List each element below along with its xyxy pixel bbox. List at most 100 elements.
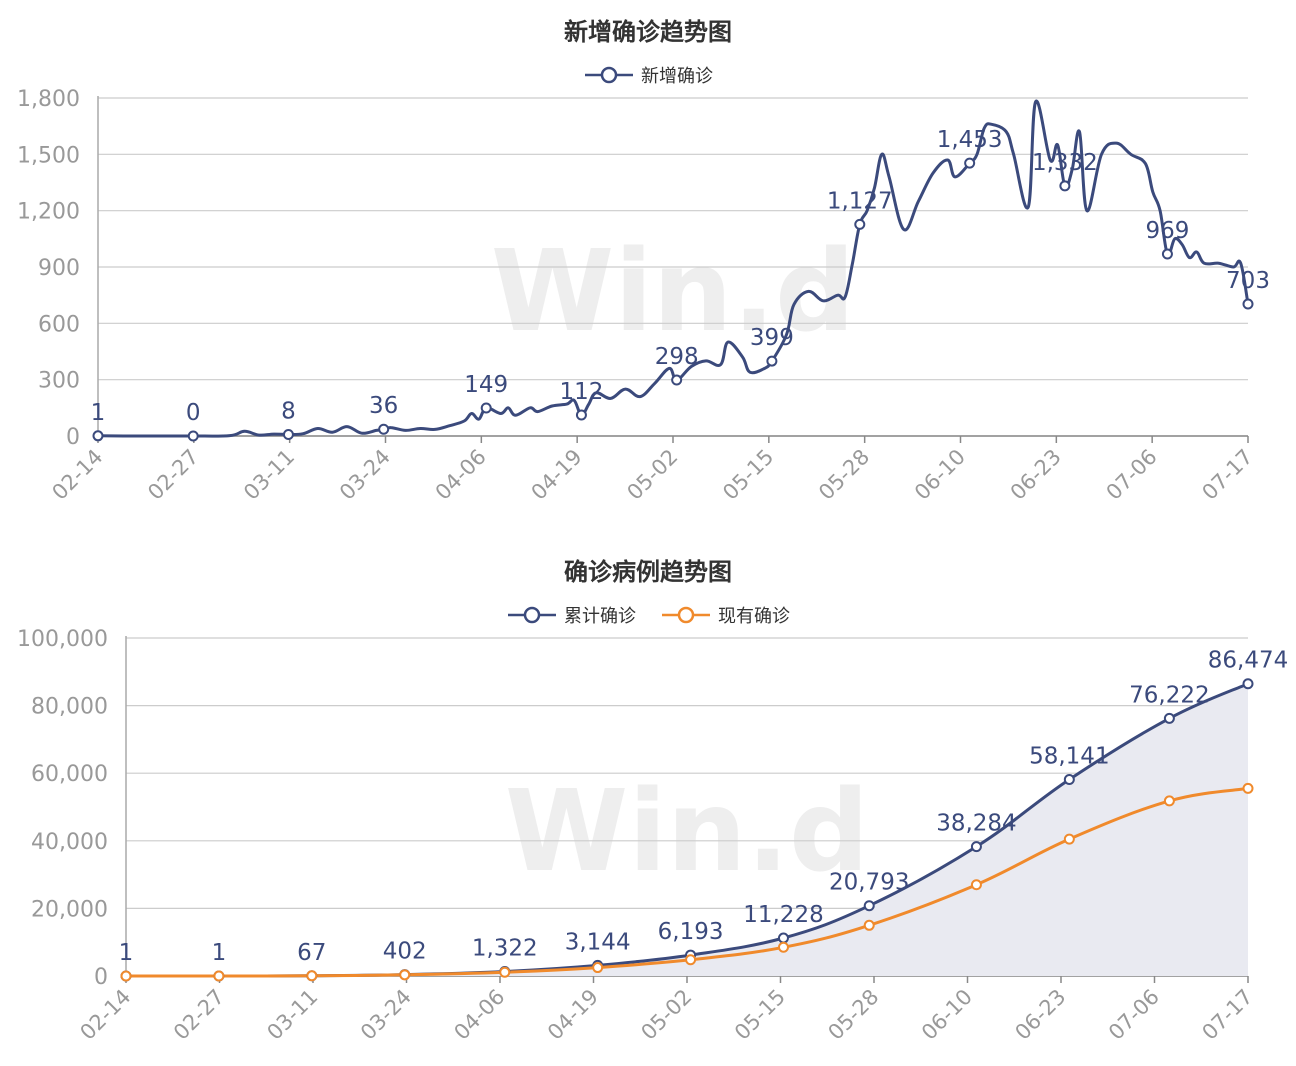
y-tick-label: 100,000 (17, 627, 108, 652)
data-label: 1,322 (472, 936, 538, 962)
data-point (685, 954, 697, 966)
x-tick-label: 06-10 (917, 985, 977, 1045)
data-point (863, 919, 875, 931)
x-tick-label: 06-23 (1006, 445, 1066, 505)
data-label: 1,332 (1032, 150, 1098, 176)
series-area-fill (126, 683, 1248, 976)
data-point (378, 423, 390, 435)
legend-label: 新增确诊 (641, 66, 713, 87)
new-cases-plot: Win.d 0 300 600 900 1,200 1,500 1,800 02-14 02-27… (17, 87, 1270, 505)
data-point (854, 218, 866, 230)
chart-title: 确诊病例趋势图 (564, 558, 732, 586)
legend-label: 现有确诊 (718, 606, 790, 627)
data-point (1063, 773, 1075, 785)
new-cases-chart-panel: 新增确诊趋势图 新增确诊 Win.d 0 300 600 900 1,200 1,500 1,… (0, 0, 1296, 520)
x-tick-label: 03-24 (335, 445, 395, 505)
data-label: 0 (186, 400, 201, 426)
data-label: 86,474 (1208, 648, 1288, 674)
legend-item[interactable]: 新增确诊 (583, 62, 713, 88)
data-point (399, 969, 411, 981)
data-point (1242, 678, 1254, 690)
data-point (1059, 180, 1071, 192)
data-label: 1 (119, 940, 134, 966)
cases-trend-chart-panel: 确诊病例趋势图 累计确诊 现有确诊 Win.d 0 20,000 40,000 60,0… (0, 540, 1296, 1066)
data-label: 703 (1226, 268, 1270, 294)
data-label: 20,793 (829, 870, 909, 896)
x-tick-label: 02-27 (169, 985, 229, 1045)
data-label: 402 (383, 939, 427, 965)
x-tick-label: 04-06 (431, 445, 491, 505)
data-point (1163, 712, 1175, 724)
data-point (777, 941, 789, 953)
data-point (92, 430, 104, 442)
y-tick-label: 1,200 (17, 200, 80, 225)
x-tick-label: 04-19 (543, 985, 603, 1045)
legend-item[interactable]: 累计确诊 (506, 602, 636, 628)
chart-legend: 累计确诊 现有确诊 (0, 602, 1296, 628)
data-point (766, 355, 778, 367)
legend-line-marker-icon (585, 66, 633, 84)
data-point (213, 970, 225, 982)
x-tick-label: 02-14 (75, 985, 135, 1045)
data-point (1063, 833, 1075, 845)
y-tick-label: 900 (38, 256, 80, 281)
data-point (592, 962, 604, 974)
data-label: 6,193 (658, 919, 724, 945)
y-tick-label: 300 (38, 369, 80, 394)
data-point (575, 409, 587, 421)
data-label: 1,453 (937, 127, 1003, 153)
data-point (187, 430, 199, 442)
y-tick-label: 0 (66, 425, 80, 450)
y-tick-label: 600 (38, 312, 80, 337)
x-tick-label: 04-19 (527, 445, 587, 505)
data-point (120, 970, 132, 982)
data-point (777, 932, 789, 944)
data-point (480, 402, 492, 414)
x-tick-label: 03-11 (262, 985, 322, 1045)
legend-line-marker-icon (508, 606, 556, 624)
data-point (863, 900, 875, 912)
x-tick-label: 07-17 (1197, 985, 1257, 1045)
data-label: 399 (750, 325, 794, 351)
data-point (282, 428, 294, 440)
data-point (306, 970, 318, 982)
data-label: 38,284 (936, 811, 1016, 837)
y-tick-label: 40,000 (31, 830, 108, 855)
legend-item[interactable]: 现有确诊 (660, 602, 790, 628)
data-point (1242, 782, 1254, 794)
watermark-text: Win.d (505, 767, 869, 897)
x-tick-label: 05-28 (814, 445, 874, 505)
y-tick-label: 60,000 (31, 762, 108, 787)
data-label: 76,222 (1129, 682, 1209, 708)
chart-title: 新增确诊趋势图 (564, 18, 732, 46)
chart-legend: 新增确诊 (0, 62, 1296, 88)
x-tick-label: 04-06 (449, 985, 509, 1045)
data-label: 1 (91, 400, 106, 426)
x-tick-label: 05-02 (622, 445, 682, 505)
series-line (97, 99, 1250, 438)
data-label: 1,127 (827, 188, 893, 214)
data-label: 969 (1145, 218, 1189, 244)
data-point (1242, 298, 1254, 310)
data-point (1163, 795, 1175, 807)
x-tick-label: 07-17 (1197, 445, 1257, 505)
data-label: 149 (464, 372, 508, 398)
data-label: 1 (212, 940, 227, 966)
x-tick-label: 03-11 (239, 445, 299, 505)
x-tick-label: 06-10 (910, 445, 970, 505)
data-point (964, 157, 976, 169)
data-label: 298 (655, 344, 699, 370)
legend-line-marker-icon (662, 606, 710, 624)
x-tick-label: 07-06 (1104, 985, 1164, 1045)
x-tick-label: 03-24 (356, 985, 416, 1045)
legend-label: 累计确诊 (564, 606, 636, 627)
x-tick-label: 06-23 (1010, 985, 1070, 1045)
data-point (1161, 248, 1173, 260)
data-label: 8 (281, 398, 296, 424)
x-tick-label: 07-06 (1102, 445, 1162, 505)
y-tick-label: 80,000 (31, 695, 108, 720)
data-label: 11,228 (743, 902, 823, 928)
x-tick-label: 05-15 (718, 445, 778, 505)
data-point (499, 966, 511, 978)
y-tick-label: 1,800 (17, 87, 80, 112)
